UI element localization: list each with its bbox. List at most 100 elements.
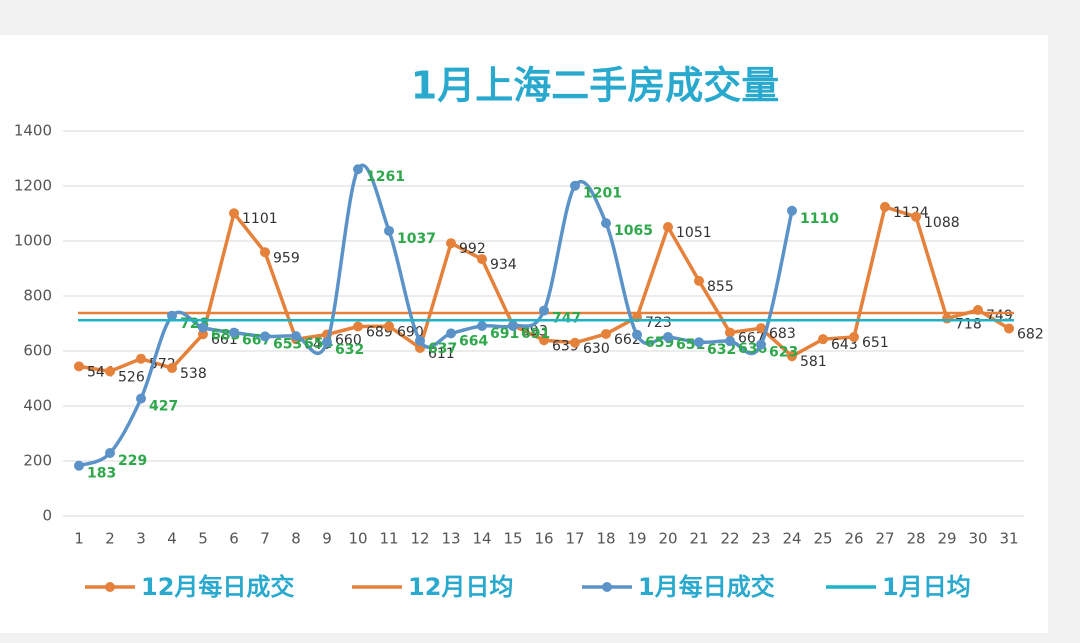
legend-item: 1月日均 bbox=[826, 573, 971, 601]
x-tick-label: 27 bbox=[875, 530, 894, 548]
x-tick-label: 19 bbox=[627, 530, 646, 548]
point bbox=[756, 323, 766, 334]
data-label: 1110 bbox=[800, 211, 839, 227]
x-tick-label: 21 bbox=[689, 530, 708, 548]
data-label: 682 bbox=[1017, 326, 1044, 342]
data-label: 1101 bbox=[242, 211, 278, 227]
point bbox=[322, 337, 332, 348]
point bbox=[74, 361, 84, 372]
point bbox=[136, 353, 146, 364]
point bbox=[694, 337, 704, 348]
point bbox=[105, 448, 115, 459]
card bbox=[0, 35, 1048, 633]
data-label: 229 bbox=[118, 453, 147, 469]
data-label: 623 bbox=[769, 345, 798, 361]
y-tick-label: 1200 bbox=[14, 177, 52, 195]
data-label: 992 bbox=[459, 241, 486, 257]
data-label: 1201 bbox=[583, 186, 622, 202]
data-label: 538 bbox=[180, 366, 207, 382]
data-label: 934 bbox=[490, 257, 517, 273]
point bbox=[446, 328, 456, 339]
point bbox=[570, 180, 580, 191]
point bbox=[353, 321, 363, 332]
x-tick-label: 17 bbox=[565, 530, 584, 548]
y-tick-label: 600 bbox=[23, 342, 52, 360]
data-label: 723 bbox=[645, 315, 672, 331]
data-label: 718 bbox=[955, 317, 982, 333]
point bbox=[477, 254, 487, 265]
point bbox=[74, 460, 84, 471]
x-tick-label: 10 bbox=[348, 530, 367, 548]
x-tick-label: 18 bbox=[596, 530, 615, 548]
data-label: 611 bbox=[428, 346, 455, 362]
legend-marker bbox=[105, 582, 115, 592]
data-label: 643 bbox=[831, 337, 858, 353]
legend-marker bbox=[602, 582, 612, 592]
x-tick-label: 7 bbox=[260, 530, 270, 548]
point bbox=[353, 164, 363, 175]
chart-title: 1月上海二手房成交量 bbox=[411, 64, 779, 108]
point bbox=[725, 336, 735, 347]
point bbox=[1004, 323, 1014, 334]
point bbox=[632, 329, 642, 340]
point bbox=[849, 331, 859, 342]
point bbox=[539, 305, 549, 316]
x-tick-label: 3 bbox=[136, 530, 146, 548]
x-tick-label: 16 bbox=[534, 530, 553, 548]
data-label: 1051 bbox=[676, 225, 712, 241]
point bbox=[601, 218, 611, 229]
x-tick-label: 24 bbox=[782, 530, 801, 548]
x-tick-label: 13 bbox=[441, 530, 460, 548]
x-tick-label: 29 bbox=[937, 530, 956, 548]
point bbox=[663, 331, 673, 342]
data-label: 1037 bbox=[397, 231, 436, 247]
data-label: 1065 bbox=[614, 223, 653, 239]
data-label: 1261 bbox=[366, 169, 405, 185]
data-label: 632 bbox=[335, 342, 364, 358]
y-tick-label: 1400 bbox=[14, 122, 52, 140]
x-tick-label: 11 bbox=[379, 530, 398, 548]
point bbox=[260, 331, 270, 342]
x-tick-label: 2 bbox=[105, 530, 115, 548]
point bbox=[477, 320, 487, 331]
point bbox=[260, 247, 270, 258]
data-label: 630 bbox=[583, 341, 610, 357]
point bbox=[601, 328, 611, 339]
legend-label: 1月日均 bbox=[882, 573, 971, 601]
point bbox=[570, 337, 580, 348]
x-tick-label: 15 bbox=[503, 530, 522, 548]
point bbox=[539, 335, 549, 346]
point bbox=[384, 321, 394, 332]
point bbox=[198, 322, 208, 333]
point bbox=[446, 238, 456, 249]
data-label: 664 bbox=[459, 333, 488, 349]
legend-item: 1月每日成交 bbox=[582, 573, 775, 601]
x-tick-label: 12 bbox=[410, 530, 429, 548]
point bbox=[105, 366, 115, 377]
data-label: 660 bbox=[335, 333, 362, 349]
y-tick-label: 1000 bbox=[14, 232, 52, 250]
point bbox=[508, 320, 518, 331]
legend-label: 12月每日成交 bbox=[141, 573, 294, 601]
point bbox=[694, 275, 704, 286]
point bbox=[384, 225, 394, 236]
x-tick-label: 25 bbox=[813, 530, 832, 548]
point bbox=[756, 339, 766, 350]
data-label: 747 bbox=[552, 311, 581, 327]
point bbox=[942, 313, 952, 324]
point bbox=[725, 327, 735, 338]
point bbox=[818, 334, 828, 345]
point bbox=[415, 335, 425, 346]
x-tick-label: 20 bbox=[658, 530, 677, 548]
x-tick-label: 5 bbox=[198, 530, 208, 548]
x-tick-label: 31 bbox=[999, 530, 1018, 548]
x-tick-label: 23 bbox=[751, 530, 770, 548]
y-tick-label: 0 bbox=[42, 507, 52, 525]
data-label: 526 bbox=[118, 369, 145, 385]
data-label: 683 bbox=[769, 326, 796, 342]
point bbox=[911, 211, 921, 222]
data-label: 691 bbox=[521, 326, 550, 342]
point bbox=[136, 393, 146, 404]
legend-label: 12月日均 bbox=[408, 573, 513, 601]
